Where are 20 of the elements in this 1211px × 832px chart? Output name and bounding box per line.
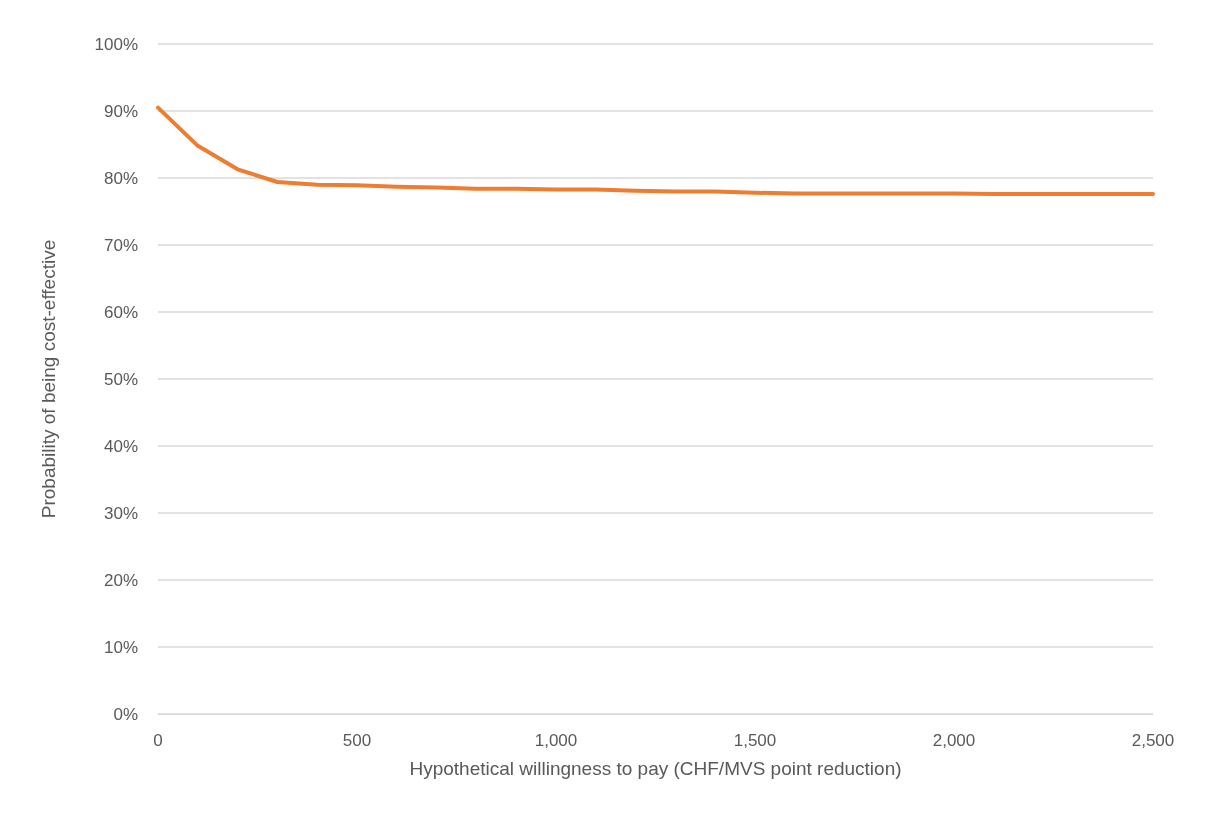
x-tick-label: 2,500 xyxy=(1131,731,1175,750)
y-axis-title: Probability of being cost-effective xyxy=(38,239,59,519)
y-tick-label: 40% xyxy=(103,436,138,456)
y-tick-label: 60% xyxy=(103,302,138,322)
y-tick-label: 80% xyxy=(103,168,138,188)
x-tick-label: 1,000 xyxy=(534,731,578,750)
y-tick-label: 50% xyxy=(103,369,138,389)
y-tick-label: 30% xyxy=(103,503,138,523)
x-tick-label: 2,000 xyxy=(932,731,976,750)
y-tick-label: 20% xyxy=(103,570,138,590)
x-tick-label: 500 xyxy=(342,731,372,750)
y-tick-label: 100% xyxy=(94,34,138,54)
y-tick-label: 10% xyxy=(103,637,138,657)
y-tick-label: 0% xyxy=(113,704,138,724)
y-tick-label: 70% xyxy=(103,235,138,255)
x-tick-label: 1,500 xyxy=(733,731,777,750)
line-series xyxy=(156,105,1155,197)
y-tick-label: 90% xyxy=(103,101,138,121)
x-tick-label: 0 xyxy=(153,731,163,750)
x-axis-title: Hypothetical willingness to pay (CHF/MVS point reduction) xyxy=(409,758,902,779)
